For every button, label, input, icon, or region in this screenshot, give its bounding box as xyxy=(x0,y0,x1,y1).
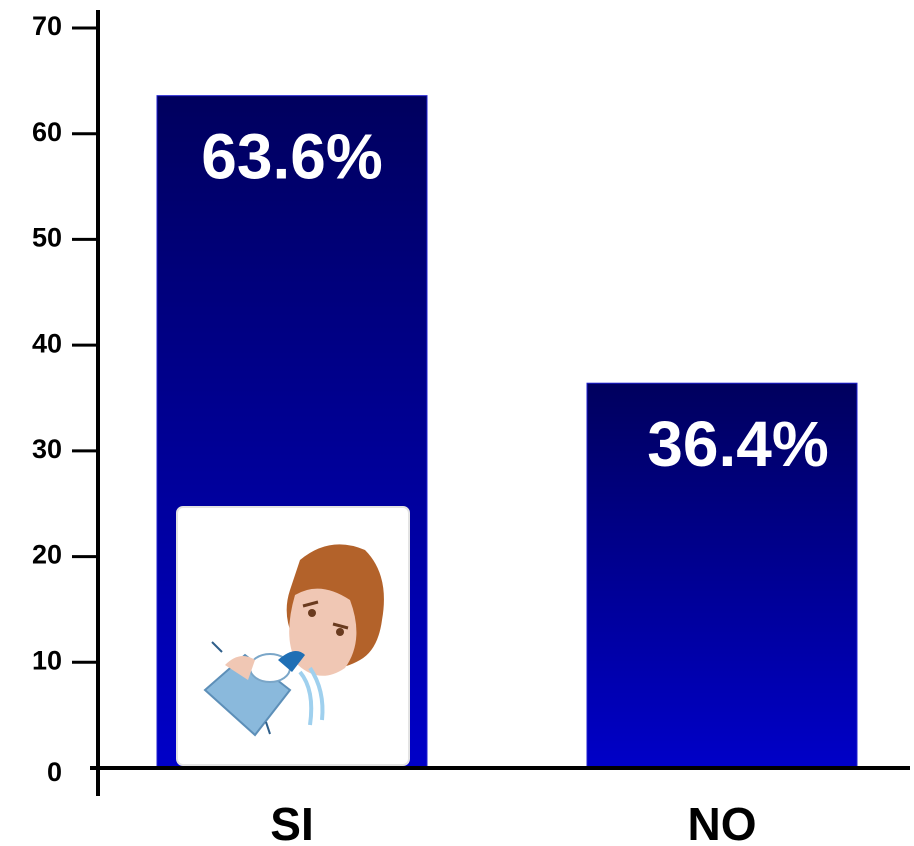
nasal-wash-illustration xyxy=(176,506,410,766)
value-label: 36.4% xyxy=(647,408,828,480)
y-tick-label: 0 xyxy=(47,757,62,787)
y-tick-label: 10 xyxy=(32,645,62,675)
value-label: 63.6% xyxy=(201,121,382,193)
bar xyxy=(586,382,858,769)
y-tick-label: 70 xyxy=(32,11,62,41)
x-tick-label: SI xyxy=(270,798,313,846)
y-tick-label: 40 xyxy=(32,328,62,358)
y-tick-label: 20 xyxy=(32,540,62,570)
x-tick-label: NO xyxy=(688,798,757,846)
y-tick-label: 30 xyxy=(32,434,62,464)
y-tick-label: 50 xyxy=(32,223,62,253)
y-tick-label: 60 xyxy=(32,117,62,147)
